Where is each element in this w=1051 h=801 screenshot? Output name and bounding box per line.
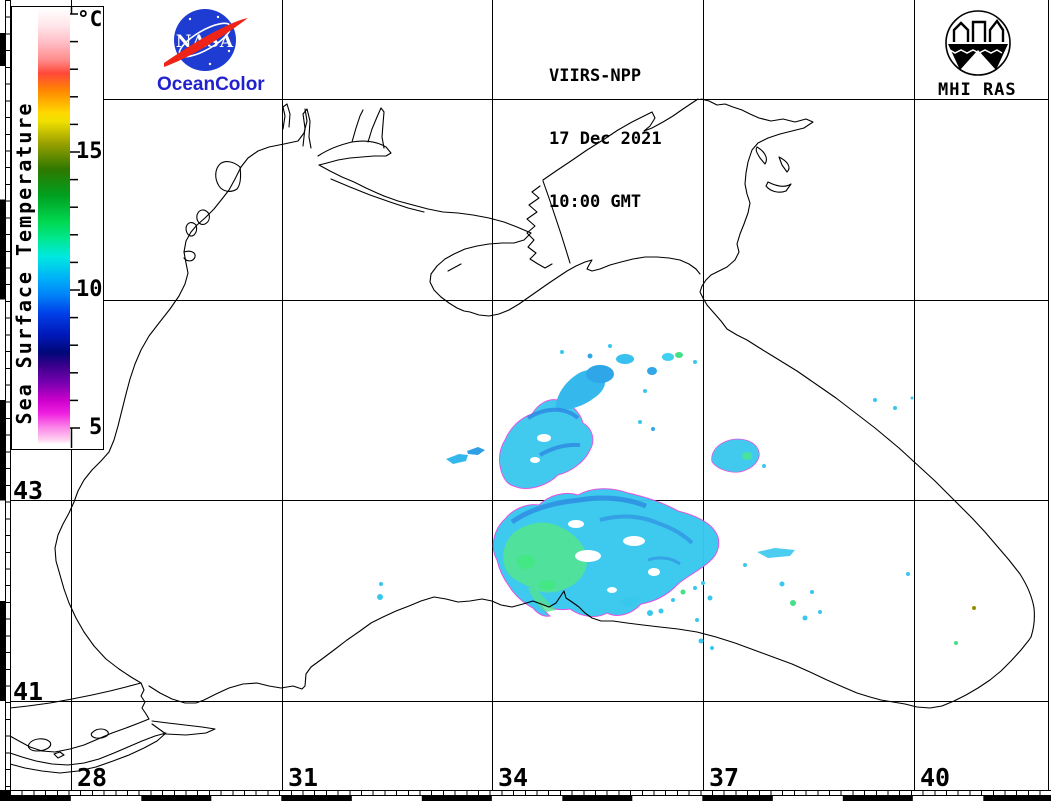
left-ruler-minor-ticks	[5, 0, 11, 790]
nasa-logo-icon: NASA	[164, 9, 248, 71]
colorbar-tick-10: 10	[76, 277, 103, 302]
bottom-ruler-degree-band	[10, 796, 1051, 801]
sensor-name: VIIRS-NPP	[549, 66, 642, 86]
longitude-label-40: 40	[920, 763, 951, 792]
colorbar-tick-5: 5	[89, 415, 103, 440]
mhi-ras-logo-icon	[945, 10, 1011, 76]
left-ruler-degree-band	[0, 99, 5, 790]
colorbar-ticks	[70, 6, 80, 448]
bottom-ruler-minor-ticks	[10, 790, 1051, 796]
latitude-label-43: 43	[13, 476, 44, 505]
colorbar-gradient	[38, 8, 70, 444]
colorbar-tick-15: 15	[76, 139, 103, 164]
graticule	[10, 0, 1049, 790]
sst-data-patches	[377, 344, 976, 650]
acquisition-time: 10:00 GMT	[549, 192, 642, 212]
longitude-label-34: 34	[498, 763, 529, 792]
ruler-corner	[0, 790, 10, 801]
mhi-ras-label: MHI RAS	[938, 80, 1017, 100]
longitude-label-37: 37	[709, 763, 740, 792]
latitude-label-41: 41	[13, 677, 44, 706]
longitude-label-31: 31	[288, 763, 319, 792]
acquisition-date: 17 Dec 2021	[549, 129, 662, 149]
colorbar-unit: °C	[77, 7, 103, 31]
oceancolor-label: OceanColor	[157, 74, 265, 95]
longitude-label-28: 28	[77, 763, 108, 792]
acquisition-info: VIIRS-NPP 17 Dec 2021 10:00 GMT	[549, 24, 662, 255]
coastline	[9, 98, 1035, 774]
left-ruler-top-segment	[0, 33, 5, 66]
